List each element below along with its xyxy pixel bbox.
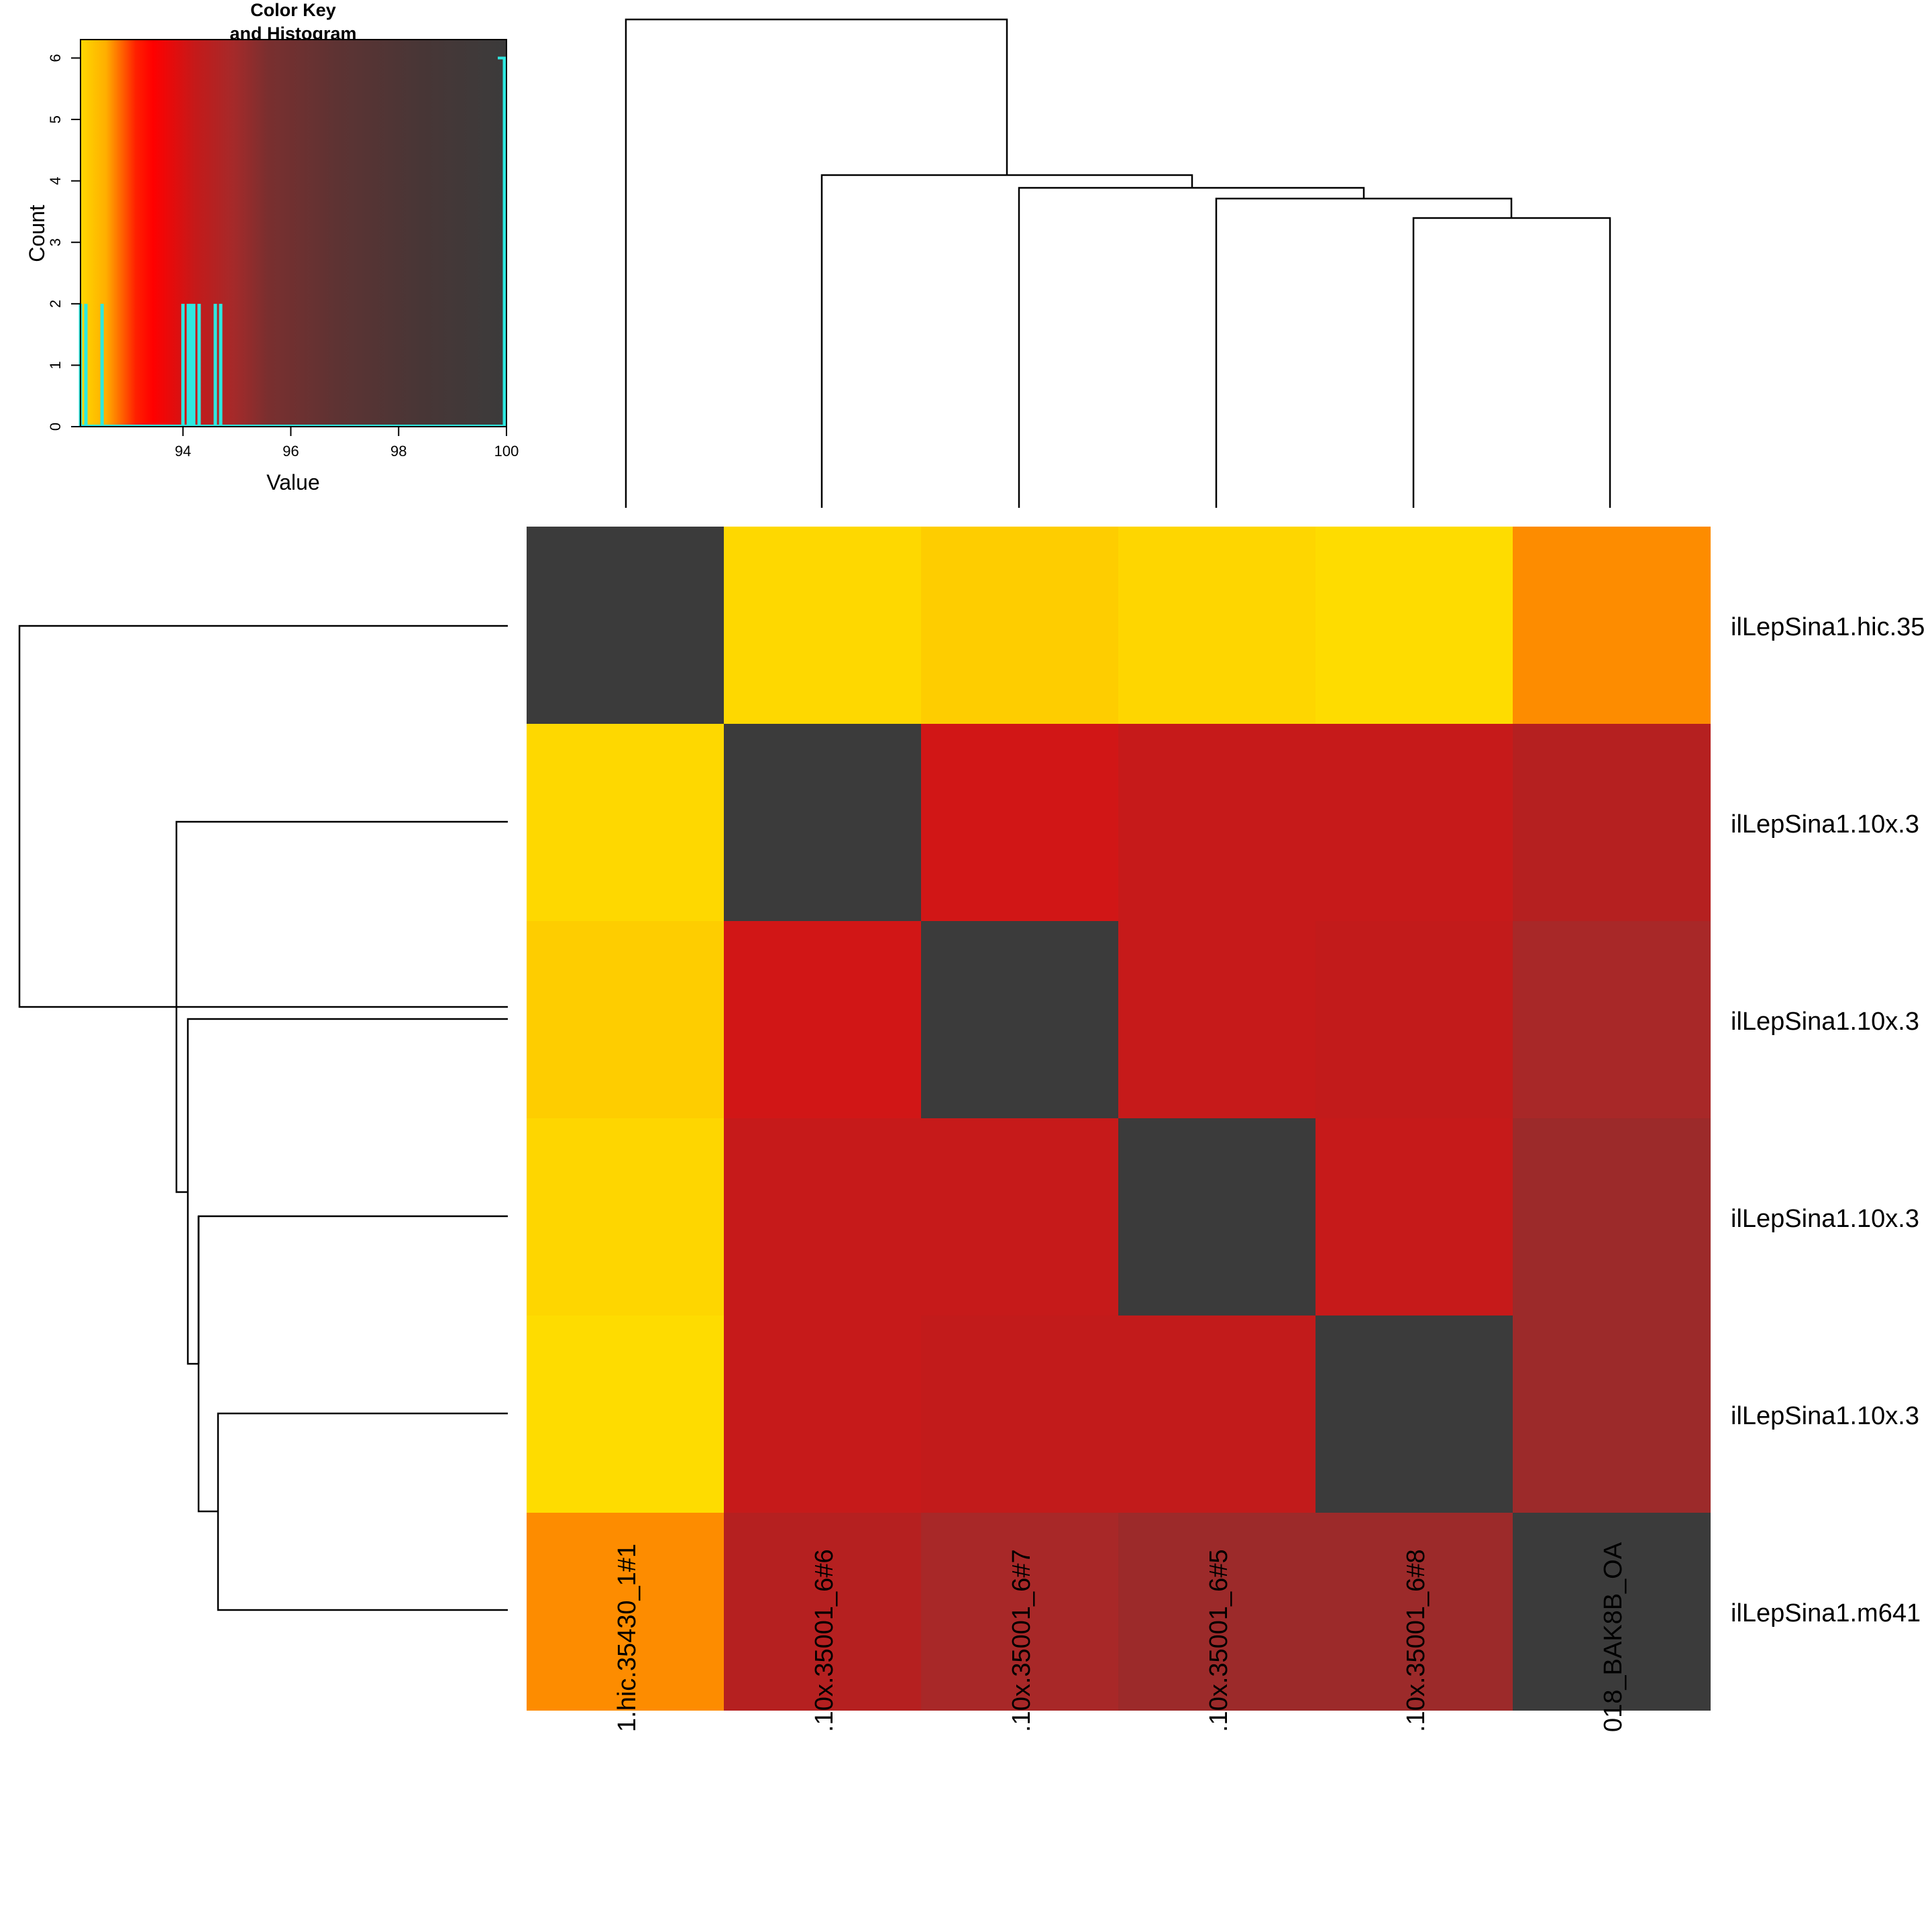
heatmap-cell [527,1513,724,1711]
row-label: ilLepSina1.10x.3 [1731,1205,1919,1233]
heatmap-cell [921,921,1119,1119]
row-label: ilLepSina1.10x.3 [1731,810,1919,839]
heatmap-cell [724,1316,922,1513]
heatmap-cell [724,921,922,1119]
heatmap-cell [1316,1118,1513,1316]
heatmap-cell [1316,527,1513,724]
heatmap-cell [921,1118,1119,1316]
heatmap-cell [724,1513,922,1711]
x-tick-label: 98 [390,443,407,460]
heatmap-cell [1513,527,1711,724]
row-label: ilLepSina1.10x.3 [1731,1402,1919,1430]
y-tick-label: 2 [47,300,64,308]
color-key-frame [80,39,507,427]
y-tick-label: 5 [47,115,64,123]
heatmap-cell [921,724,1119,922]
column-label: .10x.35001_6#5 [1205,1549,1233,1732]
heatmap-cell [1316,921,1513,1119]
column-label: 018_BAK8B_OA [1599,1542,1627,1732]
row-label: ilLepSina1.hic.35 [1731,613,1925,641]
heatmap-cell [527,921,724,1119]
column-label: .10x.35001_6#8 [1402,1549,1430,1732]
heatmap-cell [1513,921,1711,1119]
heatmap-cell [1513,1118,1711,1316]
column-dendrogram [625,18,1611,508]
heatmap-cell [1118,527,1316,724]
column-label: .10x.35001_6#6 [810,1549,839,1732]
heatmap-cell [527,724,724,922]
heatmap-cell [1513,724,1711,922]
heatmap-cell [1316,1513,1513,1711]
color-key: Color Key and Histogram 94 96 98 1000123456… [25,0,519,494]
heatmap-cell [1513,1513,1711,1711]
heatmap-cell [1118,1316,1316,1513]
heatmap-cell [1118,724,1316,922]
x-tick-label: 96 [282,443,299,460]
heatmap-cell [724,527,922,724]
y-tick-label: 0 [47,423,64,431]
color-key-ylabel: Count [25,205,49,262]
y-tick-label: 3 [47,238,64,246]
heatmap-cell [1118,1118,1316,1316]
heatmap-cell [1316,1316,1513,1513]
x-tick-label: 100 [494,443,519,460]
heatmap-cell [724,1118,922,1316]
column-labels: 1.hic.35430_1#1 .10x.35001_6#6 .10x.3500… [613,1542,1627,1732]
y-tick-label: 1 [47,361,64,369]
y-tick-label: 4 [47,177,64,185]
heatmap-cell [921,1316,1119,1513]
color-key-axes: 94 96 98 100 0 1 2 3 4 5 6 [47,54,519,460]
color-key-gradient [80,40,506,427]
row-label: ilLepSina1.m641 [1731,1599,1921,1627]
heatmap-cell [527,527,724,724]
row-labels: ilLepSina1.hic.35 ilLepSina1.10x.3 ilLep… [1731,613,1925,1627]
color-key-xlabel: Value [266,470,319,494]
color-key-title-line1: Color Key [250,0,336,20]
heatmap-cell [1513,1316,1711,1513]
heatmap-cell [527,1316,724,1513]
heatmap-cell [1316,724,1513,922]
heatmap-cell [921,1513,1119,1711]
column-label: .10x.35001_6#7 [1008,1549,1036,1732]
row-dendrogram [18,625,508,1611]
heatmap-cell [1118,1513,1316,1711]
row-label: ilLepSina1.10x.3 [1731,1008,1919,1036]
x-tick-label: 94 [174,443,191,460]
heatmap-cells [527,527,1711,1711]
heatmap-cell [1118,921,1316,1119]
heatmap-cell [724,724,922,922]
y-tick-label: 6 [47,54,64,62]
column-label: 1.hic.35430_1#1 [613,1544,641,1732]
heatmap-cell [527,1118,724,1316]
heatmap-cell [921,527,1119,724]
